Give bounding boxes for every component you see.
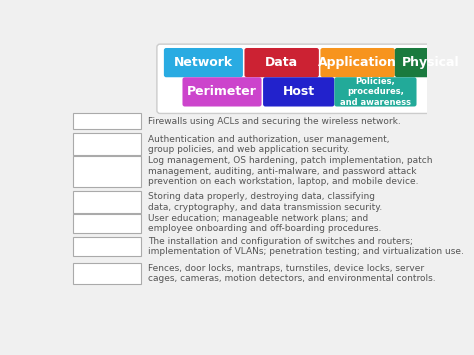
- Text: Data: Data: [265, 56, 298, 69]
- Text: Host: Host: [283, 86, 315, 98]
- Text: Fences, door locks, mantraps, turnstiles, device locks, server
cages, cameras, m: Fences, door locks, mantraps, turnstiles…: [147, 264, 435, 283]
- Bar: [73, 263, 141, 284]
- Text: Physical: Physical: [401, 56, 459, 69]
- FancyBboxPatch shape: [157, 44, 472, 114]
- Text: Application: Application: [318, 56, 397, 69]
- Text: Storing data properly, destroying data, classifying
data, cryptography, and data: Storing data properly, destroying data, …: [147, 192, 382, 212]
- FancyBboxPatch shape: [245, 48, 319, 77]
- Text: Network: Network: [174, 56, 233, 69]
- Text: Authentication and authorization, user management,
group policies, and web appli: Authentication and authorization, user m…: [147, 135, 389, 154]
- Text: Policies,
procedures,
and awareness: Policies, procedures, and awareness: [340, 77, 411, 107]
- FancyBboxPatch shape: [320, 48, 395, 77]
- Bar: [73, 191, 141, 213]
- Text: The installation and configuration of switches and routers;
implementation of VL: The installation and configuration of sw…: [147, 237, 464, 256]
- FancyBboxPatch shape: [164, 48, 243, 77]
- Bar: [73, 237, 141, 256]
- Text: User education; manageable network plans; and
employee onboarding and off-boardi: User education; manageable network plans…: [147, 214, 381, 233]
- Bar: [73, 214, 141, 233]
- Bar: [73, 156, 141, 187]
- Text: Log management, OS hardening, patch implementation, patch
management, auditing, : Log management, OS hardening, patch impl…: [147, 156, 432, 186]
- Bar: [73, 114, 141, 129]
- Text: Firewalls using ACLs and securing the wireless network.: Firewalls using ACLs and securing the wi…: [147, 117, 401, 126]
- FancyBboxPatch shape: [334, 77, 417, 106]
- FancyBboxPatch shape: [182, 77, 262, 106]
- FancyBboxPatch shape: [263, 77, 334, 106]
- Text: Perimeter: Perimeter: [187, 86, 257, 98]
- FancyBboxPatch shape: [395, 48, 466, 77]
- Bar: [73, 133, 141, 155]
